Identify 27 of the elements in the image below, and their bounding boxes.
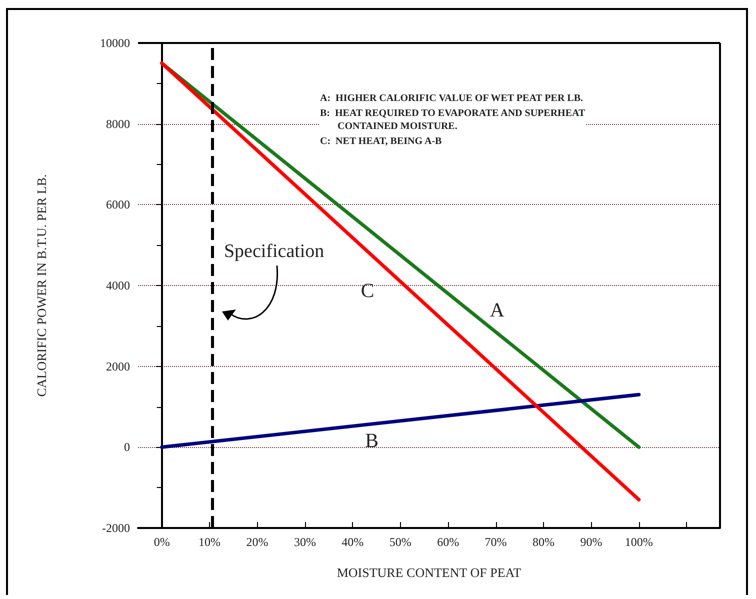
y-tick-label: 2000 xyxy=(106,359,130,374)
y-tick-label: 6000 xyxy=(106,198,130,212)
x-tick-label: 30% xyxy=(294,535,316,549)
y-axis-title: CALORIFIC POWER IN B.T.U. PER LB. xyxy=(34,174,49,397)
x-axis-title: MOISTURE CONTENT OF PEAT xyxy=(336,565,522,580)
x-tick-label: 20% xyxy=(246,535,268,549)
y-tick-label: 0 xyxy=(124,440,130,454)
y-tick-label: -2000 xyxy=(102,521,130,535)
annotation: B: HEAT REQUIRED TO EVAPORATE AND SUPERHEAT CONTAINED MOISTURE. xyxy=(320,108,586,132)
series-label: B xyxy=(365,430,378,452)
series-label: C xyxy=(360,280,374,302)
annotation: A: HIGHER CALORIFIC VALUE OF WET PEAT PER LB. xyxy=(320,93,584,104)
annotation: C: NET HEAT, BEING A-B xyxy=(320,136,442,147)
ref-line-label: Specification xyxy=(224,241,325,262)
series-label: A xyxy=(490,300,505,322)
x-tick-label: 40% xyxy=(342,535,364,549)
x-tick-label: 10% xyxy=(198,535,221,549)
y-tick-label: 8000 xyxy=(106,116,130,131)
x-tick-label: 70% xyxy=(484,535,507,549)
x-tick-label: 50% xyxy=(389,535,412,549)
x-tick-label: 0% xyxy=(154,535,170,549)
x-tick-label: 80% xyxy=(532,535,554,549)
x-tick-label: 100% xyxy=(624,535,653,549)
x-tick-label: 60% xyxy=(437,535,460,549)
x-tick-label: 90% xyxy=(580,535,602,549)
y-tick-label: 10000 xyxy=(100,36,130,50)
y-tick-label: 4000 xyxy=(106,278,130,292)
